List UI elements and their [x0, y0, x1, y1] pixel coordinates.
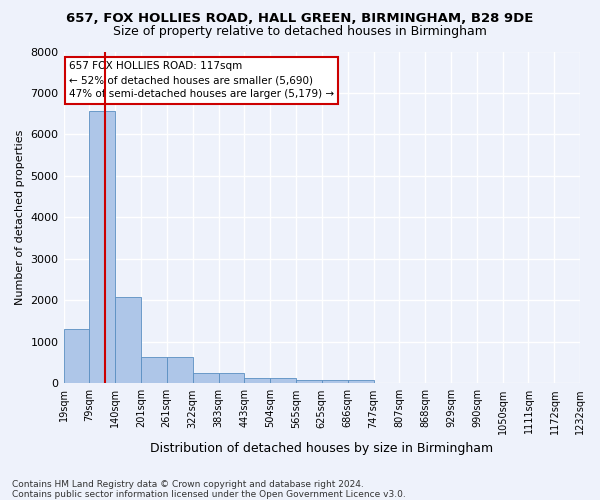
Bar: [193, 373, 218, 384]
Bar: [296, 380, 322, 384]
Bar: [322, 380, 347, 384]
Bar: [270, 378, 296, 384]
Text: 657, FOX HOLLIES ROAD, HALL GREEN, BIRMINGHAM, B28 9DE: 657, FOX HOLLIES ROAD, HALL GREEN, BIRMI…: [67, 12, 533, 26]
X-axis label: Distribution of detached houses by size in Birmingham: Distribution of detached houses by size …: [150, 442, 493, 455]
Bar: [141, 357, 167, 384]
Bar: [115, 297, 141, 384]
Bar: [218, 373, 244, 384]
Bar: [347, 380, 374, 384]
Text: Size of property relative to detached houses in Birmingham: Size of property relative to detached ho…: [113, 25, 487, 38]
Text: 657 FOX HOLLIES ROAD: 117sqm
← 52% of detached houses are smaller (5,690)
47% of: 657 FOX HOLLIES ROAD: 117sqm ← 52% of de…: [69, 62, 334, 100]
Bar: [167, 357, 193, 384]
Text: Contains HM Land Registry data © Crown copyright and database right 2024.: Contains HM Land Registry data © Crown c…: [12, 480, 364, 489]
Bar: [244, 378, 270, 384]
Y-axis label: Number of detached properties: Number of detached properties: [15, 130, 25, 305]
Text: Contains public sector information licensed under the Open Government Licence v3: Contains public sector information licen…: [12, 490, 406, 499]
Bar: [64, 329, 89, 384]
Bar: [89, 111, 115, 384]
